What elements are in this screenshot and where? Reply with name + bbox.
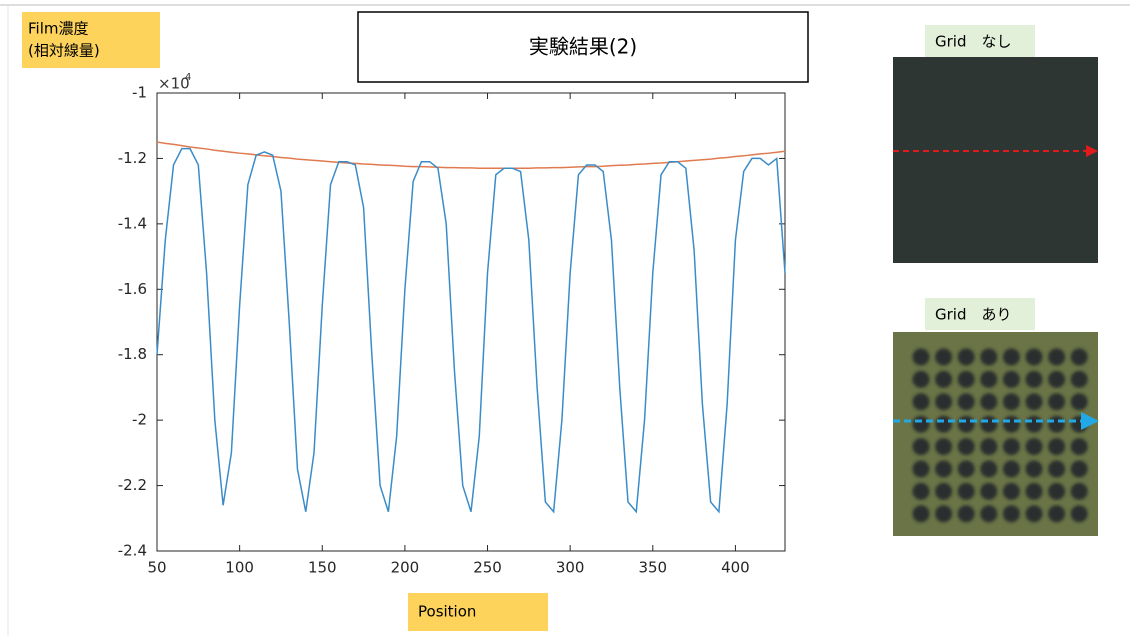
film-image [893, 57, 1098, 263]
grid-hole [958, 461, 975, 478]
y-tick-label: -1.4 [118, 214, 147, 232]
grid-hole [1048, 393, 1065, 410]
grid-hole [958, 416, 975, 433]
x-tick-label: 150 [308, 559, 337, 577]
grid-hole [958, 393, 975, 410]
x-label: Position [418, 603, 476, 621]
y-label: (相対線量) [28, 42, 100, 60]
grid-hole [935, 349, 952, 366]
x-tick-label: 400 [721, 559, 750, 577]
grid-hole [980, 505, 997, 522]
grid-hole [980, 393, 997, 410]
grid-hole [1003, 349, 1020, 366]
x-tick-label: 100 [225, 559, 254, 577]
grid-hole [1048, 416, 1065, 433]
grid-hole [1026, 371, 1043, 388]
grid-hole [913, 461, 930, 478]
grid-hole [980, 371, 997, 388]
grid-hole [913, 393, 930, 410]
grid-hole [1048, 461, 1065, 478]
grid-hole [1026, 416, 1043, 433]
grid-hole [1071, 461, 1088, 478]
x-tick-label: 300 [556, 559, 585, 577]
x-tick-label: 350 [638, 559, 667, 577]
grid-hole [935, 393, 952, 410]
y-tick-label: -1.2 [118, 149, 147, 167]
grid-hole [1003, 416, 1020, 433]
grid-hole [935, 371, 952, 388]
grid-hole [1071, 505, 1088, 522]
grid-hole [1048, 438, 1065, 455]
y-tick-label: -2.4 [118, 542, 147, 560]
grid-hole [935, 416, 952, 433]
grid-hole [1026, 483, 1043, 500]
slide: Film濃度 (相対線量) 実験結果(2) Position ×10 4 Gri… [0, 0, 1130, 636]
grid-hole [980, 349, 997, 366]
grid-hole [1026, 461, 1043, 478]
grid-hole [980, 416, 997, 433]
panel-label: Grid あり [935, 306, 1011, 324]
panel-label: Grid なし [935, 33, 1011, 51]
y-tick-label: -2 [132, 411, 147, 429]
grid-hole [1003, 371, 1020, 388]
grid-hole [1026, 393, 1043, 410]
grid-hole [958, 349, 975, 366]
grid-hole [1003, 483, 1020, 500]
grid-hole [1048, 349, 1065, 366]
grid-hole [913, 483, 930, 500]
grid-hole [1071, 393, 1088, 410]
grid-hole [1003, 438, 1020, 455]
plot-area [157, 93, 785, 551]
grid-hole [980, 438, 997, 455]
y-exponent-power: 4 [185, 72, 191, 83]
grid-hole [1048, 371, 1065, 388]
y-tick-label: -1.8 [118, 345, 147, 363]
grid-hole [1071, 483, 1088, 500]
grid-hole [1003, 461, 1020, 478]
grid-hole [958, 371, 975, 388]
grid-hole [913, 371, 930, 388]
grid-hole [958, 483, 975, 500]
grid-hole [1071, 371, 1088, 388]
grid-hole [958, 505, 975, 522]
grid-hole [913, 438, 930, 455]
grid-hole [913, 416, 930, 433]
page: Film濃度 (相対線量) 実験結果(2) Position ×10 4 Gri… [0, 0, 1130, 640]
y-tick-label: -1 [132, 84, 147, 102]
grid-hole [913, 349, 930, 366]
grid-hole [958, 438, 975, 455]
x-tick-label: 200 [391, 559, 420, 577]
y-tick-label: -1.6 [118, 280, 147, 298]
grid-hole [1048, 505, 1065, 522]
grid-hole [980, 483, 997, 500]
grid-hole [1071, 349, 1088, 366]
y-tick-label: -2.2 [118, 476, 147, 494]
grid-hole [1003, 393, 1020, 410]
grid-hole [980, 461, 997, 478]
grid-hole [1026, 349, 1043, 366]
y-label: Film濃度 [28, 20, 88, 38]
grid-hole [935, 505, 952, 522]
x-tick-label: 50 [147, 559, 166, 577]
chart-title: 実験結果(2) [529, 35, 637, 59]
x-tick-label: 250 [473, 559, 502, 577]
grid-hole [1048, 483, 1065, 500]
grid-hole [1071, 416, 1088, 433]
grid-hole [1071, 438, 1088, 455]
grid-hole [1003, 505, 1020, 522]
grid-hole [935, 438, 952, 455]
grid-hole [935, 483, 952, 500]
grid-hole [935, 461, 952, 478]
grid-hole [1026, 505, 1043, 522]
grid-hole [1026, 438, 1043, 455]
grid-hole [913, 505, 930, 522]
